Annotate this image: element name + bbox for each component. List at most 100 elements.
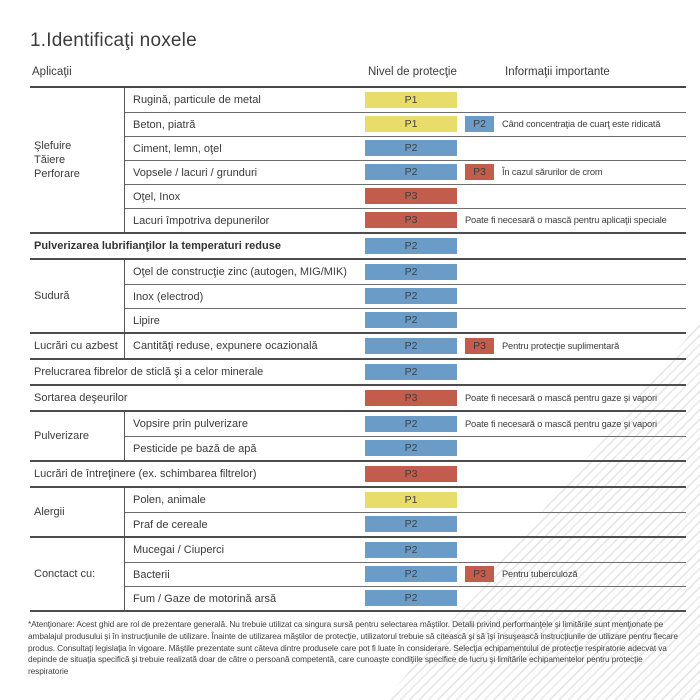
info-cell: P3 În cazul sărurilor de crom — [465, 160, 603, 184]
table-row: Fum / Gaze de motorină arsă — [125, 586, 686, 610]
category-label-line: Sudură — [34, 289, 70, 302]
section-rows: Sortarea deşeurilor — [30, 386, 686, 410]
table-row: Oţel, Inox — [125, 184, 686, 208]
row-label: Beton, piatră — [133, 118, 196, 131]
section-rows: Pulverizarea lubrifianţilor la temperatu… — [30, 234, 686, 258]
protection-badge-p2: P2 — [365, 364, 457, 380]
protection-badge-p2: P2 — [365, 416, 457, 432]
info-note: În cazul sărurilor de crom — [502, 167, 603, 177]
info-cell: P3 Pentru tuberculoză — [465, 562, 577, 586]
row-label: Bacterii — [133, 568, 170, 581]
protection-badge-p3: P3 — [365, 212, 457, 228]
protection-badge-p2: P2 — [365, 312, 457, 328]
table-row: Cantităţi reduse, expunere ocazională — [125, 334, 686, 358]
row-label: Ciment, lemn, oţel — [133, 142, 222, 155]
row-label: Inox (electrod) — [133, 290, 204, 303]
row-label: Oţel, Inox — [133, 190, 181, 203]
protection-badge-p2: P2 — [365, 440, 457, 456]
table-row: Bacterii — [125, 562, 686, 586]
row-label: Pulverizarea lubrifianţilor la temperatu… — [34, 240, 281, 252]
row-label: Rugină, particule de metal — [133, 94, 261, 106]
table-section: Pulverizare Vopsire prin pulverizare Pesti… — [30, 412, 686, 462]
table-section: Sudură Oţel de construcţie zinc (autogen,… — [30, 260, 686, 334]
category-label-line: Tăiere — [34, 153, 66, 166]
info-cell: P2 Când concentraţia de cuarţ este ridica… — [465, 112, 660, 136]
protection-badge-p2: P2 — [365, 566, 457, 582]
protection-badge-p2: P2 — [365, 542, 457, 558]
protection-badge-p1: P1 — [365, 116, 457, 132]
protection-badge-p3: P3 — [465, 164, 494, 180]
category-cell: Pulverizare — [30, 412, 125, 460]
table-row: Polen, animale — [125, 488, 686, 512]
section-rows: Lucrări de întreţinere (ex. schimbarea f… — [30, 462, 686, 486]
row-label: Mucegai / Ciuperci — [133, 544, 225, 556]
protection-badge-p2: P2 — [365, 516, 457, 532]
row-label: Sortarea deşeurilor — [34, 392, 128, 404]
table-section: Lucrări de întreţinere (ex. schimbarea f… — [30, 462, 686, 488]
protection-badge-p2: P2 — [465, 116, 494, 132]
table-column-headers: Aplicaţii Nivel de protecţie Informaţii … — [30, 66, 686, 84]
table-row: Oţel de construcţie zinc (autogen, MIG/M… — [125, 260, 686, 284]
row-label: Prelucrarea fibrelor de sticlă şi a celo… — [34, 366, 264, 378]
table-section: Pulverizarea lubrifianţilor la temperatu… — [30, 234, 686, 260]
category-label-line: Lucrări cu azbest — [34, 339, 118, 352]
info-cell: P3 Pentru protecţie suplimentară — [465, 334, 619, 358]
info-note: Poate fi necesară o mască pentru aplicaţ… — [465, 215, 667, 225]
protection-badge-p2: P2 — [365, 238, 457, 254]
section-rows: Rugină, particule de metal Beton, piatră C… — [125, 88, 686, 232]
section-rows: Vopsire prin pulverizare Pesticide pe baz… — [125, 412, 686, 460]
protection-badge-p3: P3 — [365, 466, 457, 482]
section-rows: Oţel de construcţie zinc (autogen, MIG/M… — [125, 260, 686, 332]
row-label: Pesticide pe bază de apă — [133, 442, 257, 455]
row-label: Polen, animale — [133, 494, 206, 506]
table-row: Lacuri împotriva depunerilor — [125, 208, 686, 232]
protection-badge-p2: P2 — [365, 338, 457, 354]
row-label: Lacuri împotriva depunerilor — [133, 214, 270, 227]
row-label: Praf de cereale — [133, 518, 208, 531]
category-label-line: Perforare — [34, 168, 80, 181]
row-label: Vopsire prin pulverizare — [133, 418, 248, 430]
section-rows: Polen, animale Praf de cereale — [125, 488, 686, 536]
table-section: Prelucrarea fibrelor de sticlă şi a celo… — [30, 360, 686, 386]
category-cell: Sudură — [30, 260, 125, 332]
table-row: Prelucrarea fibrelor de sticlă şi a celo… — [30, 360, 686, 384]
protection-badge-p3: P3 — [365, 188, 457, 204]
category-label-line: Şlefuire — [34, 139, 72, 152]
category-cell: Lucrări cu azbest — [30, 334, 125, 358]
table-row: Pesticide pe bază de apă — [125, 436, 686, 460]
col-header-protection-level: Nivel de protecţie — [368, 66, 457, 78]
table-row: Praf de cereale — [125, 512, 686, 536]
table-section: Alergii Polen, animale Praf de cereale P1 P2 — [30, 488, 686, 538]
row-label: Fum / Gaze de motorină arsă — [133, 592, 277, 605]
protection-badge-p2: P2 — [365, 590, 457, 606]
section-rows: Prelucrarea fibrelor de sticlă şi a celo… — [30, 360, 686, 384]
row-label: Lipire — [133, 314, 160, 327]
section-rows: Mucegai / Ciuperci Bacterii Fum / Gaze de … — [125, 538, 686, 610]
col-header-applications: Aplicaţii — [32, 66, 72, 78]
protection-badge-p2: P2 — [365, 164, 457, 180]
hazard-table: Şlefuire Tăiere Perforare Rugină, particule… — [30, 86, 686, 612]
section-rows: Cantităţi reduse, expunere ocazională — [125, 334, 686, 358]
protection-badge-p2: P2 — [365, 264, 457, 280]
table-section: Sortarea deşeurilor P3 Poate fi necesară o… — [30, 386, 686, 412]
category-cell: Conctact cu: — [30, 538, 125, 610]
table-section: Lucrări cu azbest Cantităţi reduse, expun… — [30, 334, 686, 360]
protection-badge-p3: P3 — [465, 566, 494, 582]
row-label: Cantităţi reduse, expunere ocazională — [133, 340, 318, 352]
table-section: Şlefuire Tăiere Perforare Rugină, particule… — [30, 88, 686, 234]
row-label: Vopsele / lacuri / grunduri — [133, 166, 258, 179]
table-section: Conctact cu: Mucegai / Ciuperci Bacterii Fu… — [30, 538, 686, 612]
table-row: Beton, piatră — [125, 112, 686, 136]
protection-badge-p1: P1 — [365, 92, 457, 108]
table-row: Lucrări de întreţinere (ex. schimbarea f… — [30, 462, 686, 486]
protection-badge-p1: P1 — [365, 492, 457, 508]
info-note: Poate fi necesară o mască pentru gaze şi… — [465, 393, 657, 403]
info-note: Când concentraţia de cuarţ este ridicată — [502, 119, 661, 129]
table-row: Ciment, lemn, oţel — [125, 136, 686, 160]
table-row: Rugină, particule de metal — [125, 88, 686, 112]
table-row: Vopsele / lacuri / grunduri — [125, 160, 686, 184]
row-label: Lucrări de întreţinere (ex. schimbarea f… — [34, 468, 257, 480]
info-cell: Poate fi necesară o mască pentru gaze şi… — [465, 386, 657, 410]
category-cell: Alergii — [30, 488, 125, 536]
